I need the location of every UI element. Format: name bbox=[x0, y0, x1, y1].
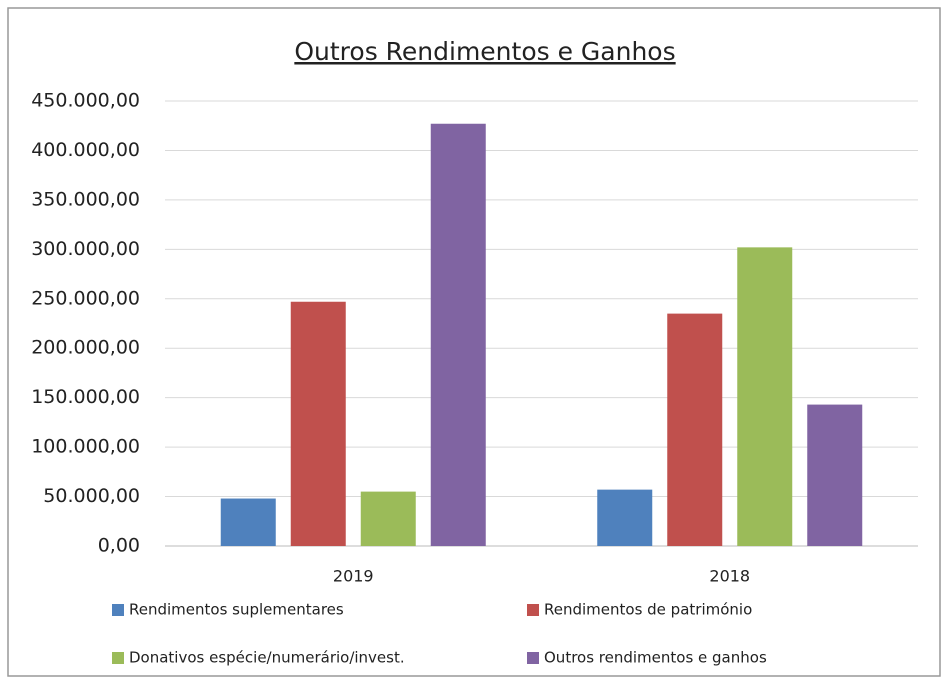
legend-label: Outros rendimentos e ganhos bbox=[544, 649, 767, 667]
bar bbox=[807, 404, 863, 546]
y-tick-label: 300.000,00 bbox=[31, 238, 140, 260]
legend-label: Rendimentos de património bbox=[544, 601, 752, 619]
x-tick-label: 2019 bbox=[333, 567, 374, 586]
legend-label: Donativos espécie/numerário/invest. bbox=[129, 649, 405, 667]
y-tick-label: 250.000,00 bbox=[31, 287, 140, 309]
legend-swatch bbox=[112, 604, 124, 616]
legend-swatch bbox=[112, 652, 124, 664]
y-tick-label: 400.000,00 bbox=[31, 139, 140, 161]
legend-label: Rendimentos suplementares bbox=[129, 601, 344, 619]
bar bbox=[597, 489, 653, 546]
y-tick-label: 0,00 bbox=[98, 535, 140, 557]
bar bbox=[220, 498, 276, 546]
y-tick-label: 450.000,00 bbox=[31, 90, 140, 112]
x-tick-label: 2018 bbox=[709, 567, 750, 586]
legend-swatch bbox=[527, 652, 539, 664]
legend-swatch bbox=[527, 604, 539, 616]
y-tick-label: 150.000,00 bbox=[31, 386, 140, 408]
bar bbox=[360, 491, 416, 546]
y-tick-label: 50.000,00 bbox=[43, 485, 140, 507]
y-tick-label: 200.000,00 bbox=[31, 337, 140, 359]
bar bbox=[290, 301, 346, 546]
bar bbox=[667, 313, 723, 546]
bar bbox=[737, 247, 793, 546]
bar bbox=[430, 123, 486, 546]
y-tick-label: 100.000,00 bbox=[31, 436, 140, 458]
y-tick-label: 350.000,00 bbox=[31, 188, 140, 210]
chart-title: Outros Rendimentos e Ganhos bbox=[294, 37, 675, 66]
